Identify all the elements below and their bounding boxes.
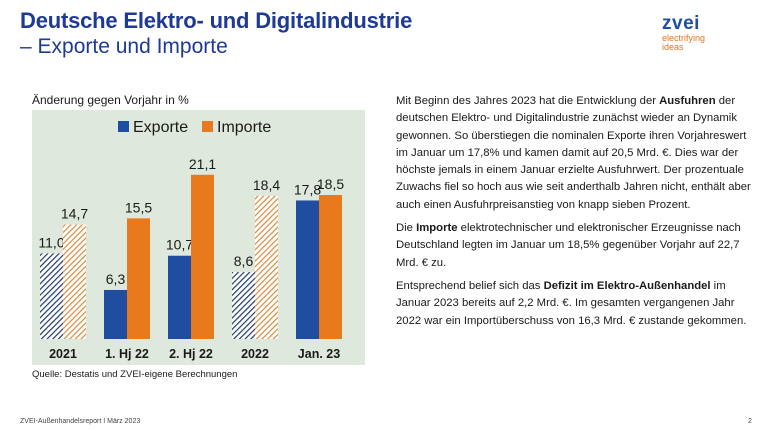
data-label-exports: 10,7 <box>166 237 193 253</box>
category-label: 1. Hj 22 <box>105 347 149 361</box>
emphasis-text: Ausfuhren <box>659 95 716 107</box>
page-number: 2 <box>748 418 752 425</box>
data-label-exports: 11,0 <box>38 234 64 250</box>
data-label-imports: 21,1 <box>189 156 216 172</box>
legend-label-imports: Importe <box>217 119 271 136</box>
body-text: der deutschen Elektro- und Digitalindust… <box>396 95 751 211</box>
bar-exports <box>104 289 127 339</box>
body-text: Entsprechend belief sich das <box>396 279 544 292</box>
data-label-exports: 8,6 <box>234 253 254 269</box>
data-label-imports: 15,5 <box>125 199 152 215</box>
body-text: elektrotechnischer und elektronischer Er… <box>396 222 741 269</box>
bar-imports <box>191 174 214 339</box>
logo-word: zvei <box>662 13 700 34</box>
paragraph-imports: Die Importe elektrotechnischer und elekt… <box>396 220 756 272</box>
data-label-exports: 6,3 <box>106 271 126 287</box>
bar-exports <box>40 253 63 339</box>
body-text: im Januar 2023 bereits auf 2,2 Mrd. €. I… <box>396 279 747 327</box>
emphasis-text: Defizit im Elektro-Außenhandel <box>543 279 711 292</box>
source-note: Quelle: Destatis und ZVEI-eigene Berechn… <box>32 369 238 380</box>
emphasis-text: Importe <box>416 222 458 235</box>
body-text: Mit Beginn des Jahres 2023 hat die Entwi… <box>396 95 660 107</box>
bar-exports <box>168 255 191 339</box>
page-title: Deutsche Elektro- und Digitalindustrie <box>20 8 413 33</box>
paragraph-exports: Mit Beginn des Jahres 2023 hat die Entwi… <box>396 93 756 214</box>
category-label: 2. Hj 22 <box>169 347 213 361</box>
body-text: Die <box>396 222 417 235</box>
legend-swatch-imports <box>202 121 213 132</box>
bar-chart: Exporte Importe 11,0 14,7 2021 6,3 15,5 1. Hj 2… <box>38 119 344 361</box>
bar-exports <box>296 200 319 339</box>
category-label: 2021 <box>49 347 77 361</box>
paragraph-deficit: Entsprechend belief sich das Defizit im … <box>396 278 756 330</box>
footer-report-name: ZVEI-Außenhandelsreport I März 2023 <box>20 418 141 425</box>
data-label-exports: 17,8 <box>294 181 321 197</box>
data-label-imports: 18,5 <box>317 176 344 192</box>
bar-imports <box>63 224 86 339</box>
category-label: Jan. 23 <box>298 347 340 361</box>
chart-caption: Änderung gegen Vorjahr in % <box>32 93 189 107</box>
bar-imports <box>255 195 278 339</box>
page-subtitle: – Exporte und Importe <box>20 35 228 58</box>
zvei-logo: zvei electrifying ideas <box>662 14 732 52</box>
legend-label-exports: Exporte <box>133 119 188 136</box>
logo-tagline-1: electrifying <box>662 33 706 43</box>
text-column: Mit Beginn des Jahres 2023 hat die Entwi… <box>396 93 756 336</box>
data-label-imports: 18,4 <box>253 177 280 193</box>
legend-swatch-exports <box>118 121 129 132</box>
chart-area: Exporte Importe 11,0 14,7 2021 6,3 15,5 1. Hj 2… <box>32 110 365 365</box>
bar-imports <box>127 218 150 339</box>
data-label-imports: 14,7 <box>61 206 88 222</box>
bar-exports <box>232 272 255 339</box>
logo-tagline-2: ideas <box>662 42 684 52</box>
bar-imports <box>319 195 342 339</box>
category-label: 2022 <box>241 347 269 361</box>
